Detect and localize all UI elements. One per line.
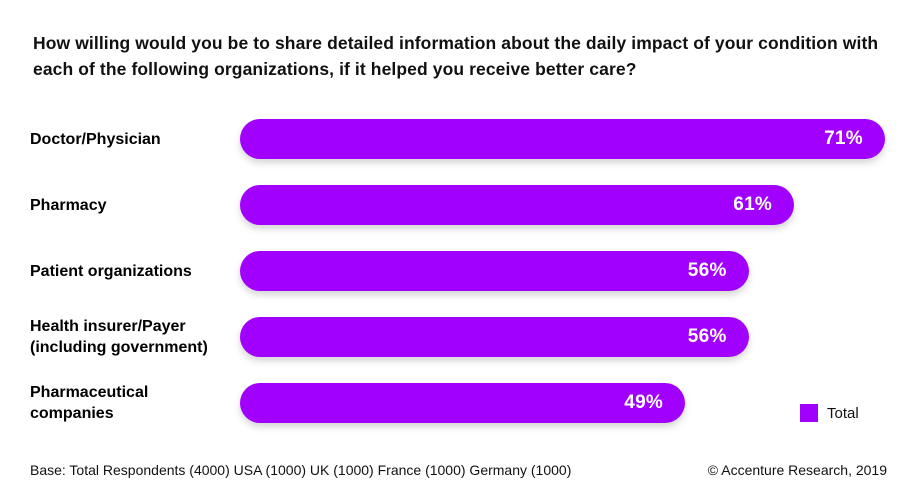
bar: 56%	[240, 251, 749, 291]
legend-label: Total	[827, 404, 859, 422]
chart-row: Pharmacy 61%	[30, 172, 887, 238]
chart-row: Patient organizations 56%	[30, 238, 887, 304]
bar-track: 61%	[240, 185, 885, 225]
bar: 49%	[240, 383, 686, 423]
bar-chart: Doctor/Physician 71% Pharmacy 61% Patien…	[30, 106, 887, 436]
chart-title: How willing would you be to share detail…	[33, 33, 879, 79]
legend: Total	[800, 404, 859, 422]
footer: Base: Total Respondents (4000) USA (1000…	[30, 462, 887, 478]
bar-value-label: 71%	[824, 128, 863, 149]
bar-track: 49%	[240, 383, 885, 423]
bar-value-label: 56%	[687, 326, 727, 347]
category-label: Patient organizations	[30, 262, 192, 280]
bar-track: 56%	[240, 251, 885, 291]
bar-track: 56%	[240, 317, 885, 357]
base-note: Base: Total Respondents (4000) USA (1000…	[30, 462, 572, 478]
category-label: Pharmacy	[30, 196, 107, 214]
bar-value-label: 49%	[624, 392, 664, 413]
legend-swatch-icon	[800, 404, 818, 422]
bar-track: 71%	[240, 119, 885, 159]
bar-value-label: 61%	[733, 194, 773, 215]
category-label: Pharmaceutical companies	[30, 384, 149, 422]
copyright-note: © Accenture Research, 2019	[707, 462, 887, 478]
category-label: Health insurer/Payer (including governme…	[30, 318, 208, 356]
chart-row: Doctor/Physician 71%	[30, 106, 887, 172]
bar: 56%	[240, 317, 749, 357]
bar: 61%	[240, 185, 795, 225]
bar-value-label: 56%	[687, 260, 727, 281]
chart-row: Pharmaceutical companies 49%	[30, 370, 887, 436]
bar: 71%	[240, 119, 885, 159]
chart-row: Health insurer/Payer (including governme…	[30, 304, 887, 370]
category-label: Doctor/Physician	[30, 130, 161, 148]
